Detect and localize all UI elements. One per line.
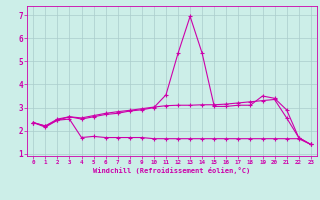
X-axis label: Windchill (Refroidissement éolien,°C): Windchill (Refroidissement éolien,°C) (93, 167, 251, 174)
